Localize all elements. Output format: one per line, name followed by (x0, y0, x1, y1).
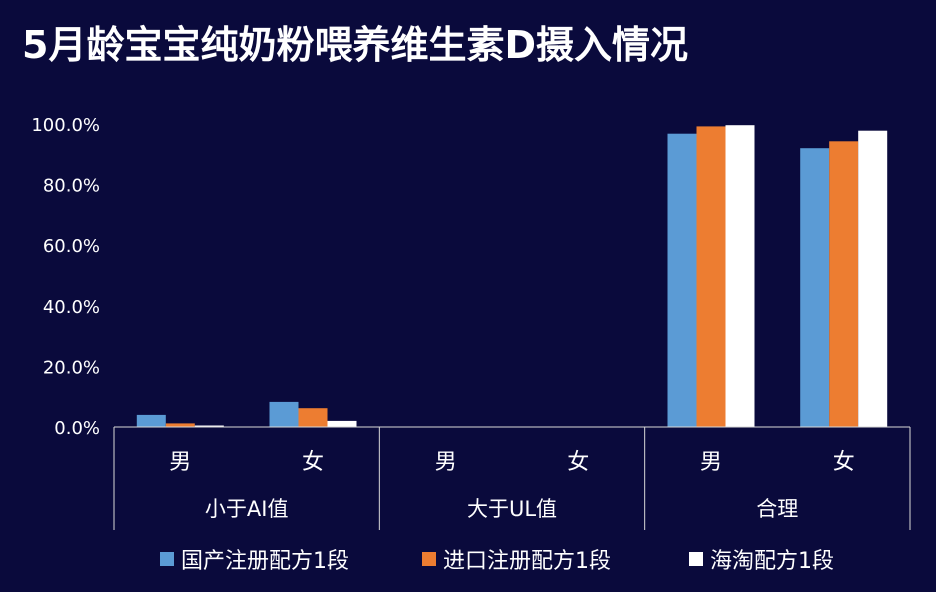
bar-1-2 (269, 401, 299, 427)
chart-title: 5月龄宝宝纯奶粉喂养维生素D摄入情况 (22, 23, 688, 67)
y-tick-label: 100.0% (31, 115, 100, 136)
legend-swatch (422, 552, 436, 566)
y-tick-label: 20.0% (43, 357, 100, 378)
legend-label: 进口注册配方1段 (443, 549, 611, 574)
axis-layer: 0.0%20.0%40.0%60.0%80.0%100.0%男女男女男女小于AI… (31, 115, 911, 530)
legend: 国产注册配方1段 进口注册配方1段 海淘配方1段 (160, 549, 834, 574)
x-group-label: 大于UL值 (467, 497, 557, 521)
bar-1-5 (667, 133, 697, 427)
x-category-label: 男 (435, 450, 457, 475)
bar-3-2 (327, 420, 357, 427)
bar-1-1 (136, 414, 166, 427)
legend-swatch (160, 552, 174, 566)
y-tick-label: 60.0% (43, 236, 100, 257)
x-category-label: 男 (700, 450, 722, 475)
bar-1-6 (800, 148, 830, 427)
bar-3-1 (194, 425, 224, 427)
x-category-label: 女 (302, 450, 324, 475)
y-tick-label: 0.0% (54, 418, 100, 439)
bar-3-5 (725, 125, 755, 427)
x-category-label: 女 (833, 450, 855, 475)
y-tick-label: 80.0% (43, 176, 100, 197)
bar-2-6 (829, 141, 859, 428)
bar-3-6 (858, 130, 888, 427)
legend-label: 海淘配方1段 (710, 549, 834, 574)
x-category-label: 女 (567, 450, 589, 475)
x-group-label: 小于AI值 (205, 497, 289, 521)
x-group-label: 合理 (756, 497, 798, 521)
y-tick-label: 40.0% (43, 297, 100, 318)
bar-2-2 (298, 408, 328, 427)
bar-2-5 (696, 126, 726, 428)
bar-2-1 (165, 423, 195, 427)
legend-label: 国产注册配方1段 (181, 549, 349, 574)
x-category-label: 男 (169, 450, 191, 475)
bars-layer (136, 125, 888, 428)
legend-swatch (689, 552, 703, 566)
